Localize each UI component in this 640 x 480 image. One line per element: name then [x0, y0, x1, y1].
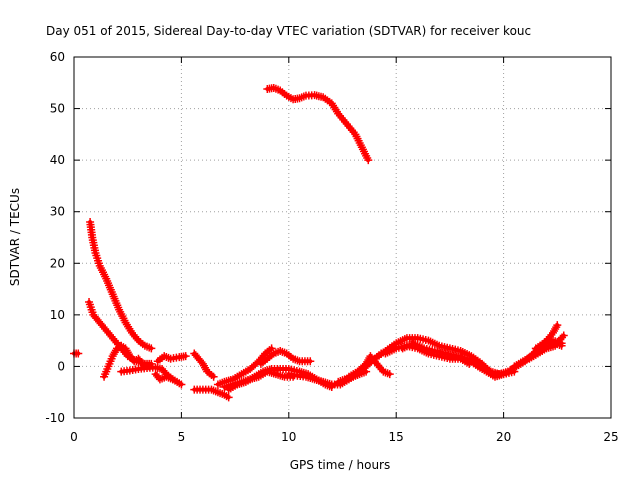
data-layer	[70, 83, 568, 402]
series-trace-16	[334, 367, 371, 386]
data-point-marker	[553, 321, 562, 330]
y-tick-label: 0	[57, 359, 65, 373]
y-tick-label: 10	[50, 308, 65, 322]
data-point-marker	[181, 352, 190, 361]
data-point-marker	[74, 349, 83, 358]
x-tick-label: 25	[603, 430, 618, 444]
series-trace-7	[151, 370, 177, 384]
y-tick-label: 20	[50, 256, 65, 270]
y-tick-label: 60	[50, 50, 65, 64]
series-trace-1	[70, 349, 83, 358]
data-point-marker	[385, 370, 394, 379]
y-axis-label: SDTVAR / TECUs	[8, 188, 22, 286]
x-tick-label: 5	[178, 430, 186, 444]
x-tick-label: 20	[496, 430, 511, 444]
series-line	[265, 85, 371, 163]
grid	[74, 57, 611, 418]
data-point-marker	[209, 372, 218, 381]
series-trace-9	[190, 385, 233, 402]
series-trace-20	[398, 339, 508, 381]
data-point-marker	[362, 367, 371, 376]
x-tick-label: 10	[281, 430, 296, 444]
y-tick-label: 50	[50, 102, 65, 116]
x-tick-label: 0	[70, 430, 78, 444]
y-tick-label: 30	[50, 205, 65, 219]
series-trace-13	[256, 346, 315, 368]
data-point-marker	[267, 344, 276, 353]
y-tick-label: 40	[50, 153, 65, 167]
chart-title: Day 051 of 2015, Sidereal Day-to-day VTE…	[46, 24, 531, 38]
series-trace-6	[153, 352, 190, 366]
series-trace-24	[531, 336, 566, 353]
plot-frame	[73, 56, 612, 419]
data-point-marker	[557, 339, 566, 348]
x-axis-label: GPS time / hours	[290, 458, 391, 472]
series-trace-2	[86, 218, 156, 353]
x-tick-label: 15	[389, 430, 404, 444]
data-point-marker	[177, 380, 186, 389]
data-point-marker	[559, 331, 568, 340]
data-point-marker	[147, 344, 156, 353]
series-trace-17	[263, 83, 373, 165]
data-point-marker	[364, 156, 373, 165]
y-tick-label: -10	[45, 411, 65, 425]
data-point-marker	[224, 393, 233, 402]
data-point-marker	[306, 357, 315, 366]
axis-ticks: 0 5 10 15 20 25 -10 0 10 20 30 40 50 60	[45, 50, 618, 444]
series-trace-5	[117, 363, 186, 389]
data-point-marker	[168, 375, 177, 384]
series-line	[88, 220, 154, 351]
series-trace-8	[190, 349, 218, 381]
